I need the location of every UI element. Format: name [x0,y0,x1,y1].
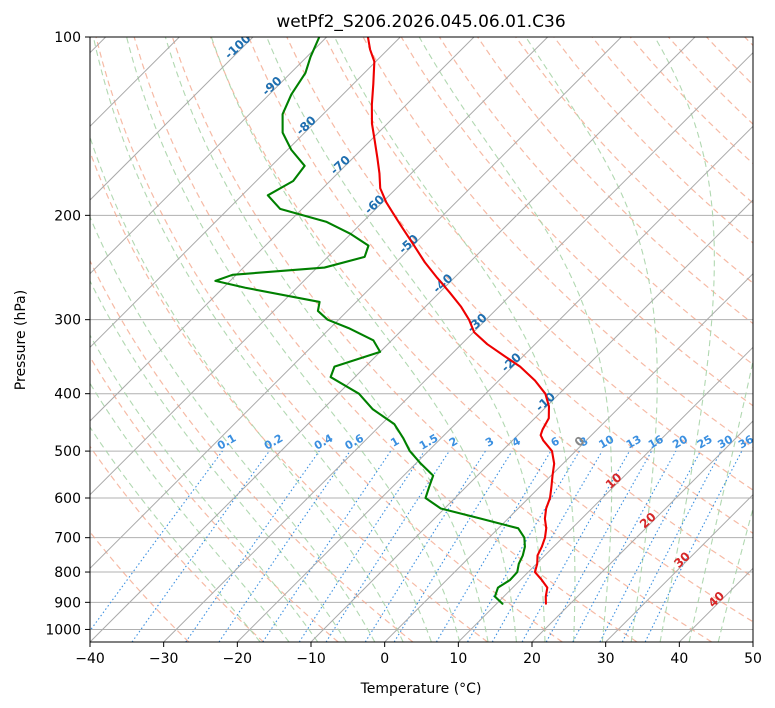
x-tick-label: 20 [523,651,541,667]
mixing-ratio-line-0.6 [218,450,351,642]
moist-adiabats [90,37,753,642]
mixing-ratio-line-1 [262,450,392,642]
y-axis-label: Pressure (hPa) [13,290,29,390]
moist-adiabat-line [654,37,715,642]
dry-adiabat-line [171,37,713,642]
y-tick-label: 900 [54,595,81,611]
dry-adiabat-line [90,259,414,642]
dewpoint-trace [214,37,526,605]
x-tick-label: −40 [75,651,105,667]
moist-adiabat-line [688,358,753,642]
y-tick-label: 500 [54,444,81,460]
dry-adiabat-line [95,37,563,642]
moist-adiabat-line [90,215,376,642]
dry-adiabats [90,37,753,642]
isotherm-line [531,420,753,642]
mixing-ratio-line-4 [393,450,513,642]
mixing-ratio-line-13 [521,450,630,642]
isotherms [90,37,753,642]
isotherm-line [90,37,549,496]
isotherm-line [90,37,696,642]
mixing-ratio-line-0.2 [131,450,270,642]
isotherm-line [90,37,622,570]
isotherm-line [90,37,254,201]
mixing-ratio-line-1.5 [298,450,425,642]
isotherm-line [163,51,753,642]
x-tick-label: 50 [744,651,762,667]
dry-adiabat-line [209,37,753,623]
isotherm-line [310,199,753,642]
x-tick-label: −10 [296,651,326,667]
mixing-ratio-line-20 [572,450,677,642]
y-tick-label: 600 [54,491,81,507]
y-tick-label: 400 [54,387,81,403]
dry-adiabat-line [90,355,339,642]
y-tick-label: 200 [54,208,81,224]
chart-title: wetPf2_S206.2026.045.06.01.C36 [276,12,565,32]
isotherm-line [384,272,753,642]
dry-adiabat-line [515,37,753,284]
moist-adiabat-line [210,37,518,642]
isotherm-line [90,37,475,422]
moist-adiabat-line [92,37,432,642]
x-tick-label: −30 [149,651,179,667]
grid-layer [90,37,753,630]
mixing-ratio-line-0.1 [90,450,223,632]
dry-adiabat-line [248,37,753,578]
y-tick-label: 100 [54,30,81,46]
x-tick-label: −20 [223,651,253,667]
dry-adiabat-line [286,37,753,534]
isotherm-line [236,125,753,642]
moist-adiabat-line [164,37,489,642]
moist-adiabat-line [126,37,461,642]
mixing-ratio-line-36 [644,450,743,642]
moist-adiabat-line [334,37,576,642]
axes: −40 −30 −20 −10 0 10 20 30 40 50 100 200 300 400 500 60… [45,30,762,667]
x-tick-label: 0 [380,651,389,667]
moist-adiabat-line [90,135,404,642]
mixing-ratio-line-0.4 [185,450,320,642]
moist-adiabat-line [717,506,753,642]
y-tick-label: 700 [54,531,81,547]
temperature-trace [366,37,556,605]
dry-adiabat-line [324,37,753,491]
y-tick-label: 800 [54,565,81,581]
isotherm-line [90,37,401,349]
moist-adiabat-line [90,426,261,642]
profile-traces [214,37,556,605]
moist-adiabat-line [266,37,546,642]
x-axis-label: Temperature (°C) [360,681,482,697]
isotherm-line [90,37,328,275]
y-tick-label: 1000 [45,622,81,638]
moist-adiabat-line [90,334,319,642]
mixing-ratio-label: 36 [736,432,756,451]
plot-frame [89,36,754,643]
moist-adiabat-line [525,37,658,642]
mixing-ratio-line-16 [545,450,653,642]
mixing-ratio-lines [90,450,743,642]
moist-adiabat-line [418,37,613,642]
moist-adiabat-line [90,382,290,642]
x-tick-label: 10 [449,651,467,667]
x-tick-label: 30 [597,651,615,667]
dry-adiabat-line [90,445,264,642]
x-tick-label: 40 [670,651,688,667]
isotherm-line [457,346,753,642]
isotherm-line [605,493,753,642]
y-tick-label: 300 [54,313,81,329]
mixing-ratio-line-2 [325,450,450,642]
